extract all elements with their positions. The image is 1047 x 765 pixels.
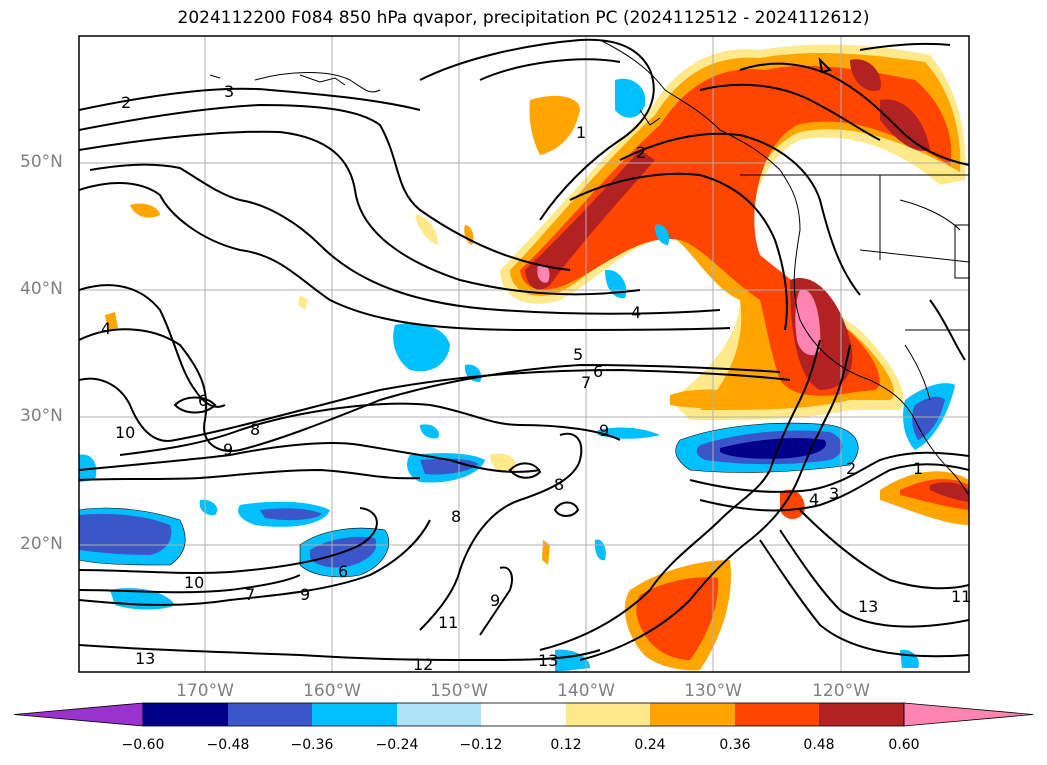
contour-label: 1 — [576, 123, 586, 142]
colorbar-segment — [650, 703, 735, 726]
coastlines — [209, 39, 969, 496]
contour-label: 3 — [224, 82, 234, 101]
lon-label-170w: 170°W — [176, 681, 234, 701]
contour-label: 9 — [223, 440, 233, 459]
contour-label: 8 — [554, 475, 564, 494]
colorbar-tick: 0.60 — [888, 737, 920, 753]
colorbar-tick: −0.12 — [459, 737, 503, 753]
contour-label: 8 — [451, 507, 461, 526]
colorbar-tick: 0.12 — [550, 737, 582, 753]
contour-label: 11 — [951, 587, 971, 606]
map-title: 2024112200 F084 850 hPa qvapor, precipit… — [177, 8, 870, 28]
contour-label: 5 — [573, 345, 583, 364]
precip-outlines — [79, 422, 859, 578]
contour-label: 11 — [438, 613, 458, 632]
contour-label: 6 — [338, 562, 348, 581]
colorbar-frame — [142, 702, 905, 727]
colorbar-segment — [566, 703, 650, 726]
contour-label: 13 — [858, 597, 878, 616]
contour-label: 6 — [593, 362, 603, 381]
contour-label: 9 — [490, 591, 500, 610]
contour-label: 13 — [538, 651, 558, 670]
contour-label: 4 — [101, 319, 111, 338]
contour-label: 7 — [581, 373, 591, 392]
colorbar-tick: −0.60 — [121, 737, 165, 753]
colorbar-segment — [397, 703, 481, 726]
colorbar-segment — [735, 703, 819, 726]
lat-label-40n: 40°N — [20, 279, 63, 299]
colorbar-segment — [312, 703, 397, 726]
lon-label-130w: 130°W — [684, 681, 742, 701]
colorbar-extend-low — [13, 702, 144, 727]
contour-label: 13 — [135, 649, 155, 668]
lon-label-150w: 150°W — [430, 681, 488, 701]
lon-label-160w: 160°W — [303, 681, 361, 701]
colorbar-segment — [143, 703, 228, 726]
colorbar — [13, 702, 1034, 727]
lat-label-20n: 20°N — [20, 534, 63, 554]
colorbar-extend-high — [903, 702, 1034, 727]
precip-positive-shading — [105, 44, 969, 671]
lon-label-140w: 140°W — [557, 681, 615, 701]
contour-label: 2 — [846, 459, 856, 478]
contour-label: 2 — [121, 93, 131, 112]
graticule — [79, 36, 969, 672]
lon-label-120w: 120°W — [812, 681, 870, 701]
lat-label-30n: 30°N — [20, 406, 63, 426]
contour-label: 4 — [809, 490, 819, 509]
contour-label: 1 — [913, 459, 923, 478]
contour-label: 9 — [300, 585, 310, 604]
contour-label: 9 — [599, 421, 609, 440]
lat-label-50n: 50°N — [20, 152, 63, 172]
colorbar-tick: −0.24 — [375, 737, 419, 753]
colorbar-segment — [228, 703, 312, 726]
contour-label: 7 — [245, 585, 255, 604]
colorbar-tick: 0.36 — [719, 737, 751, 753]
colorbar-segment — [481, 703, 566, 726]
contour-label: 8 — [250, 420, 260, 439]
contour-label: 12 — [413, 655, 433, 674]
contour-label: 2 — [636, 143, 646, 162]
colorbar-tick: 0.48 — [803, 737, 835, 753]
qvapor-contours — [79, 38, 969, 661]
contour-label: 6 — [198, 391, 208, 410]
colorbar-segment — [819, 703, 904, 726]
map-frame — [78, 35, 970, 673]
contour-label: 3 — [829, 484, 839, 503]
colorbar-tick: 0.24 — [634, 737, 666, 753]
colorbar-tick: −0.36 — [290, 737, 334, 753]
contour-label: 10 — [184, 573, 204, 592]
contour-label: 4 — [631, 303, 641, 322]
colorbar-tick: −0.48 — [206, 737, 250, 753]
contour-label: 10 — [115, 423, 135, 442]
map-panel — [79, 36, 969, 672]
